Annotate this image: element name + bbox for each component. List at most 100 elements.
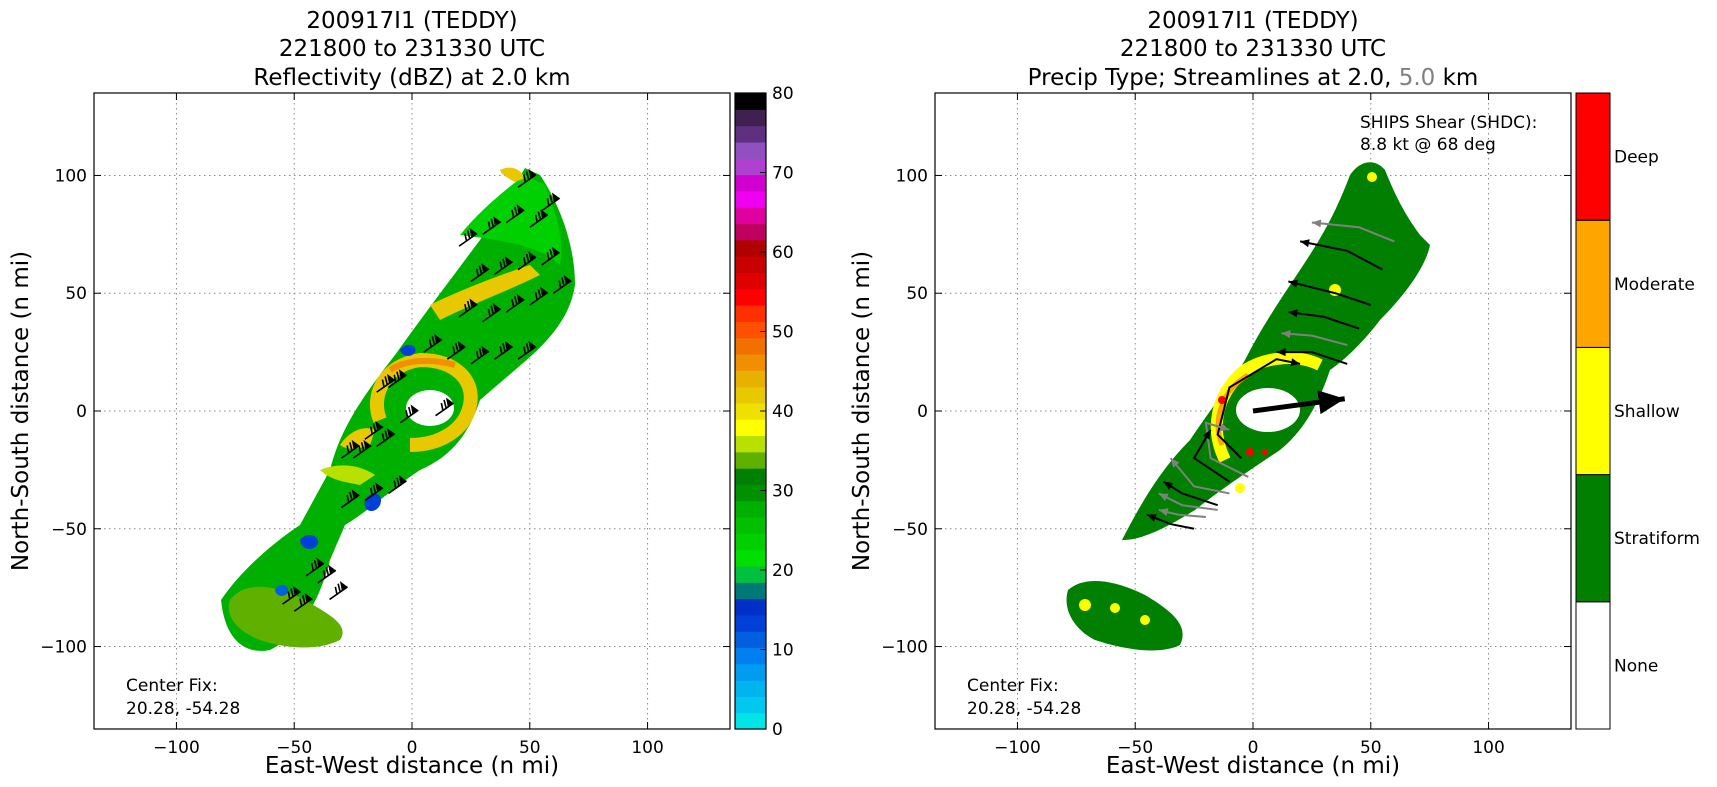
streamline-arrowhead xyxy=(1300,239,1310,248)
x-tick-label: 0 xyxy=(407,738,418,758)
wind-barb xyxy=(470,345,490,365)
colorbar-tick-label: 30 xyxy=(772,482,794,502)
wind-barb xyxy=(458,227,478,247)
colorbar-swatch xyxy=(735,370,766,388)
colorbar-swatch-deep xyxy=(1575,92,1611,221)
x-tick-label: −50 xyxy=(1117,738,1153,758)
echo-eye xyxy=(406,390,454,426)
colorbar-swatch xyxy=(735,402,766,420)
x-tick-label: 50 xyxy=(1360,738,1382,758)
streamline xyxy=(1276,351,1348,365)
wind-barb xyxy=(387,475,407,495)
colorbar-swatch xyxy=(735,305,766,322)
x-tick-label: 100 xyxy=(631,738,663,758)
chart-title-line-3: Precip Type; Streamlines at 2.0, 5.0 km xyxy=(1028,65,1479,91)
colorbar-swatch xyxy=(735,256,766,273)
streamline xyxy=(1192,429,1230,483)
y-tick-label: 50 xyxy=(65,284,87,304)
colorbar-swatch xyxy=(735,500,766,518)
colorbar-swatch xyxy=(735,353,766,371)
wind-barb xyxy=(482,216,502,235)
echo-eyewall-orange xyxy=(388,357,456,373)
colorbar-swatch xyxy=(735,190,766,208)
x-tick-label: −100 xyxy=(994,738,1041,758)
colorbar-swatch xyxy=(735,272,766,290)
wind-barb xyxy=(552,274,572,294)
colorbar-tick-label: 70 xyxy=(772,164,794,184)
colorbar-swatch xyxy=(735,386,766,404)
chart-title-line-3: Reflectivity (dBZ) at 2.0 km xyxy=(253,65,570,91)
streamline-arrowhead xyxy=(1288,309,1298,318)
center-fix-label: Center Fix: xyxy=(126,676,218,696)
streamline xyxy=(1299,240,1384,271)
title-part-2: 5.0 xyxy=(1399,65,1436,91)
streamline-arrowhead xyxy=(1276,348,1286,357)
chart-title-line-2: 221800 to 231330 UTC xyxy=(1120,36,1386,62)
shear-value: 8.8 kt @ 68 deg xyxy=(1360,135,1496,155)
colorbar-swatch-stratiform xyxy=(1575,474,1611,603)
wind-barb xyxy=(340,489,360,509)
colorbar-category-label: None xyxy=(1614,656,1658,676)
colorbar-swatch xyxy=(735,174,766,192)
wind-barb xyxy=(458,298,478,318)
chart-title-line-2: 221800 to 231330 UTC xyxy=(279,36,545,62)
y-tick-label: −100 xyxy=(881,638,928,658)
y-tick-label: 0 xyxy=(917,402,928,422)
streamline xyxy=(1311,221,1395,243)
wind-barb xyxy=(293,592,313,612)
wind-barb xyxy=(352,439,372,459)
y-tick-label: 100 xyxy=(55,166,87,186)
colorbar-tick-label: 0 xyxy=(772,720,783,740)
wind-barb xyxy=(446,340,466,360)
colorbar-swatch xyxy=(735,207,766,225)
colorbar-tick-label: 50 xyxy=(772,323,794,343)
wind-barb xyxy=(305,557,325,577)
colorbar-swatch xyxy=(735,712,766,730)
y-tick-label: −100 xyxy=(40,638,87,658)
wind-barb xyxy=(376,373,396,393)
streamline-arrowhead xyxy=(1311,219,1322,228)
streamline-arrowhead xyxy=(1290,358,1301,367)
colorbar-swatch xyxy=(735,533,766,551)
streamline-arrowhead xyxy=(1158,508,1169,516)
echo-weak-blue-3 xyxy=(275,584,289,596)
wind-barb xyxy=(435,397,455,417)
wind-barb xyxy=(505,204,525,224)
wind-barb xyxy=(399,404,419,424)
colorbar-swatch-shallow xyxy=(1575,346,1611,476)
wind-barb xyxy=(541,192,561,212)
streamline xyxy=(1288,311,1360,330)
colorbar-swatch xyxy=(735,109,766,127)
center-fix-value: 20.28, -54.28 xyxy=(126,699,240,719)
colorbar-swatch xyxy=(735,647,766,665)
axis-ticks: −100 −50 0 50 100 −100 −50 0 50 100 xyxy=(881,93,1571,758)
precip-shallow-cell-4 xyxy=(1110,603,1120,613)
colorbar-swatch xyxy=(735,223,766,241)
colorbar-swatch xyxy=(735,631,766,649)
center-fix-label: Center Fix: xyxy=(967,676,1059,696)
precip-deep-cell-1 xyxy=(1218,396,1226,404)
wind-barb xyxy=(340,439,360,459)
streamline-arrowhead xyxy=(1288,279,1299,288)
chart-title-line-1: 200917I1 (TEDDY) xyxy=(1147,8,1358,34)
center-fix-value: 20.28, -54.28 xyxy=(967,699,1081,719)
y-tick-label: 100 xyxy=(896,166,928,186)
colorbar-swatch xyxy=(735,468,766,485)
chart-title-line-1: 200917I1 (TEDDY) xyxy=(306,8,517,34)
wind-barb xyxy=(423,333,443,353)
precip-shallow-cell-6 xyxy=(1235,483,1245,493)
x-tick-label: −100 xyxy=(153,738,200,758)
colorbar-swatch xyxy=(735,517,766,534)
streamline-arrowhead xyxy=(1219,423,1230,432)
echo-yellow-band-3 xyxy=(320,465,375,485)
colorbar-swatch xyxy=(735,239,766,257)
colorbar-swatch xyxy=(735,435,766,453)
wind-barb xyxy=(529,286,549,306)
x-axis-label: East-West distance (n mi) xyxy=(1106,753,1400,779)
precip-shallow-cell-5 xyxy=(1140,615,1150,625)
axis-ticks: −100 −50 0 50 100 −100 −50 0 50 100 xyxy=(40,93,730,758)
shear-arrow-head xyxy=(1317,390,1345,415)
echo-yellow-band-4 xyxy=(500,167,525,182)
wind-barb xyxy=(493,340,513,360)
colorbar-category-label: Deep xyxy=(1614,148,1659,168)
